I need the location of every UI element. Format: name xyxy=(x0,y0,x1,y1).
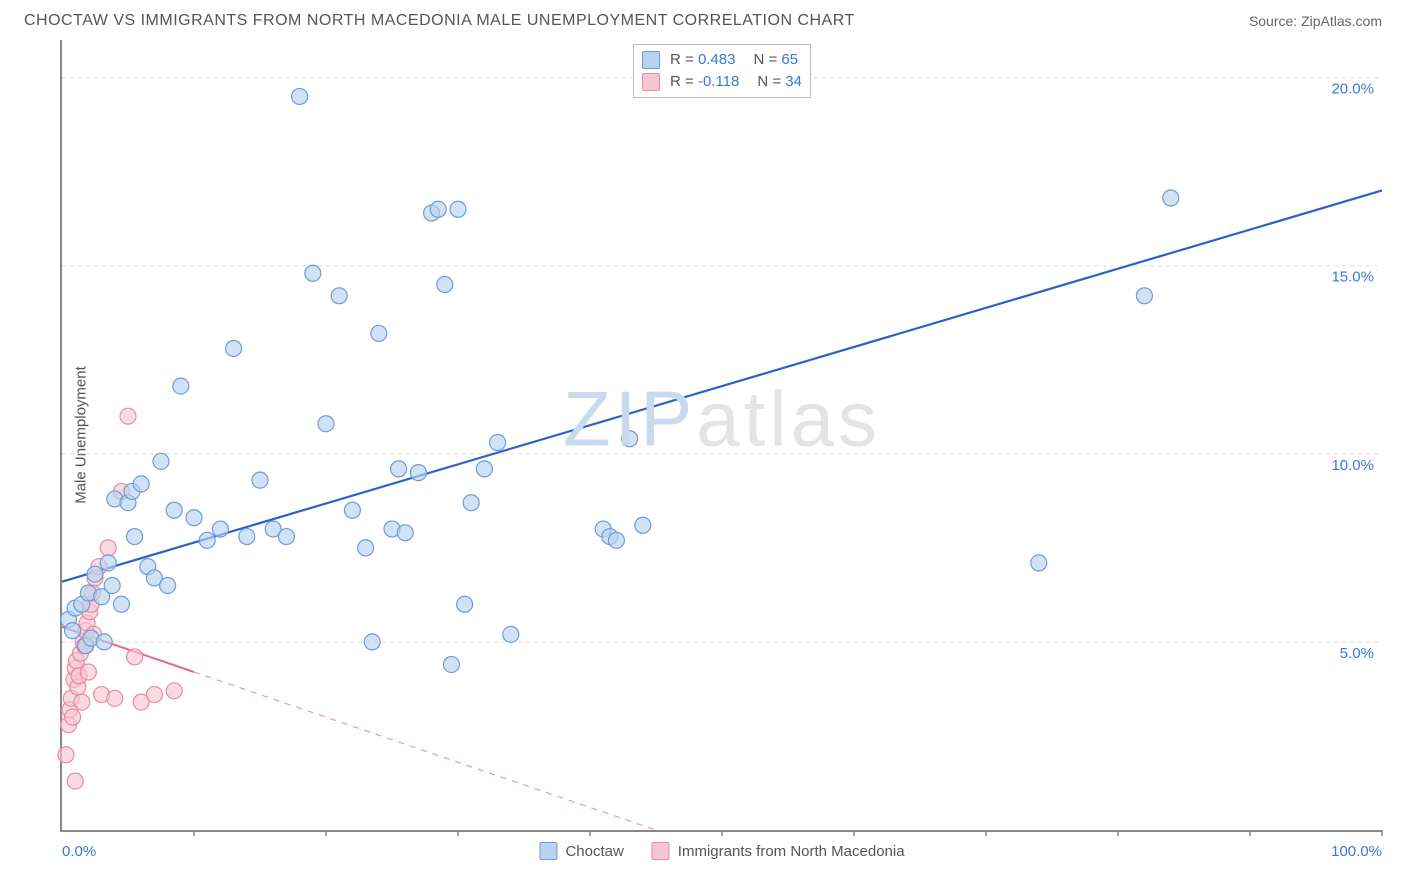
source-label: Source: ZipAtlas.com xyxy=(1249,13,1382,29)
correlation-row: R = 0.483N = 65 xyxy=(642,49,802,71)
header: CHOCTAW VS IMMIGRANTS FROM NORTH MACEDON… xyxy=(0,0,1406,36)
svg-text:15.0%: 15.0% xyxy=(1331,269,1374,286)
legend-item: Immigrants from North Macedonia xyxy=(652,842,905,860)
correlation-box: R = 0.483N = 65R = -0.118N = 34 xyxy=(633,44,811,98)
svg-text:5.0%: 5.0% xyxy=(1340,645,1374,662)
series-swatch xyxy=(642,51,660,69)
chart-area: Male Unemployment 5.0%10.0%15.0%20.0% ZI… xyxy=(46,40,1380,830)
svg-text:10.0%: 10.0% xyxy=(1331,457,1374,474)
legend-label: Immigrants from North Macedonia xyxy=(678,843,905,860)
series-swatch xyxy=(539,842,557,860)
series-swatch xyxy=(642,73,660,91)
svg-text:20.0%: 20.0% xyxy=(1331,81,1374,98)
x-axis-min-label: 0.0% xyxy=(62,843,96,860)
scatter-svg: 5.0% 10.0% 15.0% 20.0% xyxy=(62,40,1382,830)
correlation-row: R = -0.118N = 34 xyxy=(642,71,802,93)
plot-region: 5.0%10.0%15.0%20.0% ZIPatlas R = 0.483N … xyxy=(60,40,1382,832)
series-swatch xyxy=(652,842,670,860)
legend: Choctaw Immigrants from North Macedonia xyxy=(539,842,904,860)
legend-item: Choctaw xyxy=(539,842,623,860)
legend-label: Choctaw xyxy=(565,843,623,860)
x-axis-max-label: 100.0% xyxy=(1331,843,1382,860)
chart-title: CHOCTAW VS IMMIGRANTS FROM NORTH MACEDON… xyxy=(24,12,855,30)
